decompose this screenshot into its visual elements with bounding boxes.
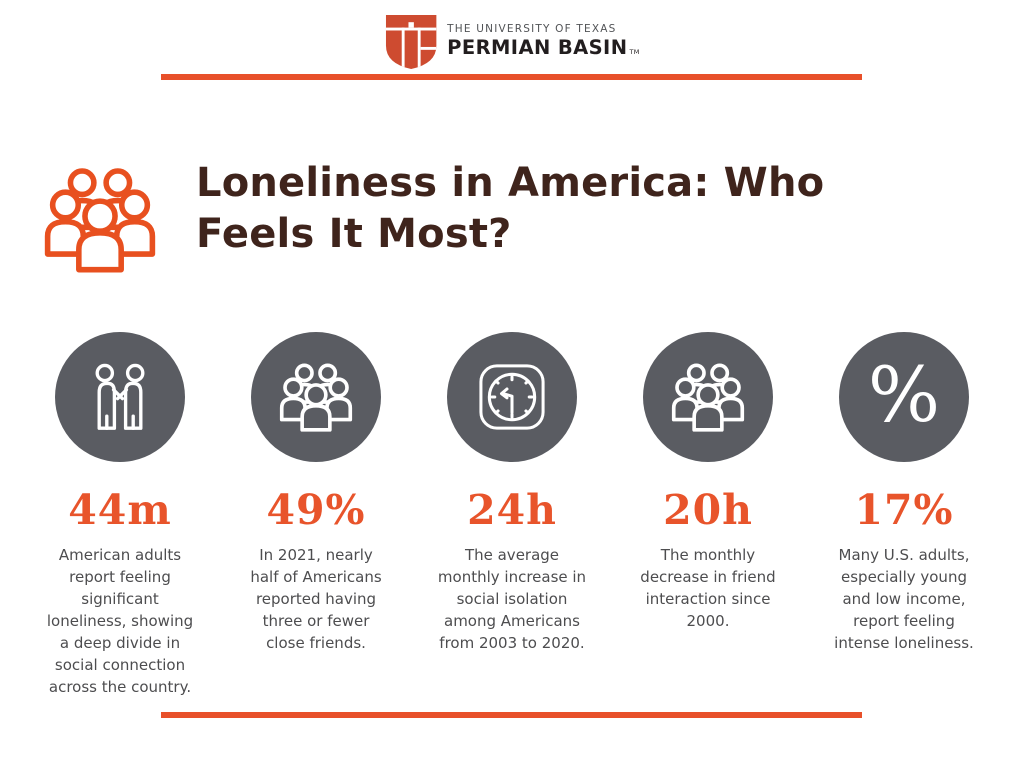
percent-icon: % bbox=[867, 350, 941, 439]
stat-description: The average monthly increase in social i… bbox=[437, 546, 587, 652]
stat-description: American adults report feeling significa… bbox=[46, 546, 194, 696]
top-divider bbox=[161, 74, 862, 80]
logo-line2: PERMIAN BASIN TM bbox=[447, 36, 640, 59]
stat-value: 44m bbox=[68, 486, 172, 534]
stat-description: Many U.S. adults, especially young and l… bbox=[834, 546, 974, 652]
university-logo-text: THE UNIVERSITY OF TEXAS PERMIAN BASIN TM bbox=[447, 13, 640, 59]
stat-circle: % bbox=[839, 332, 969, 462]
stat-value: 17% bbox=[854, 486, 954, 534]
bottom-divider bbox=[161, 712, 862, 718]
stat-value: 49% bbox=[266, 486, 366, 534]
stat-card-17pct: % 17% Many U.S. adults, especially young… bbox=[812, 332, 996, 698]
crowd-icon bbox=[671, 363, 745, 432]
stat-description: The monthly decrease in friend interacti… bbox=[640, 546, 776, 630]
clock-icon bbox=[479, 364, 545, 430]
stat-card-49pct: 49% In 2021, nearly half of Americans re… bbox=[224, 332, 408, 698]
university-shield-icon bbox=[385, 15, 437, 69]
trademark-symbol: TM bbox=[629, 48, 640, 56]
stat-card-24h: 24h The average monthly increase in soci… bbox=[420, 332, 604, 698]
logo-brand-name: PERMIAN BASIN bbox=[447, 36, 628, 59]
crowd-icon bbox=[44, 168, 156, 273]
stat-value: 24h bbox=[467, 486, 557, 534]
university-logo: THE UNIVERSITY OF TEXAS PERMIAN BASIN TM bbox=[384, 13, 640, 71]
handshake-icon bbox=[95, 363, 145, 430]
stat-description: In 2021, nearly half of Americans report… bbox=[250, 546, 382, 652]
stat-card-20h: 20h The monthly decrease in friend inter… bbox=[616, 332, 800, 698]
stat-value: 20h bbox=[663, 486, 753, 534]
stat-circle bbox=[251, 332, 381, 462]
page-title: Loneliness in America: Who Feels It Most… bbox=[196, 160, 825, 257]
stat-circle bbox=[643, 332, 773, 462]
stats-row: 44m American adults report feeling signi… bbox=[28, 332, 996, 698]
logo-line1: THE UNIVERSITY OF TEXAS bbox=[447, 23, 617, 35]
stat-circle bbox=[447, 332, 577, 462]
crowd-icon bbox=[279, 363, 353, 432]
stat-circle bbox=[55, 332, 185, 462]
title-section: Loneliness in America: Who Feels It Most… bbox=[42, 158, 824, 273]
stat-card-44m: 44m American adults report feeling signi… bbox=[28, 332, 212, 698]
